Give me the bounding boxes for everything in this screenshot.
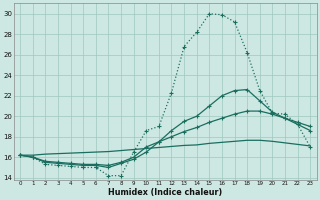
- X-axis label: Humidex (Indice chaleur): Humidex (Indice chaleur): [108, 188, 222, 197]
